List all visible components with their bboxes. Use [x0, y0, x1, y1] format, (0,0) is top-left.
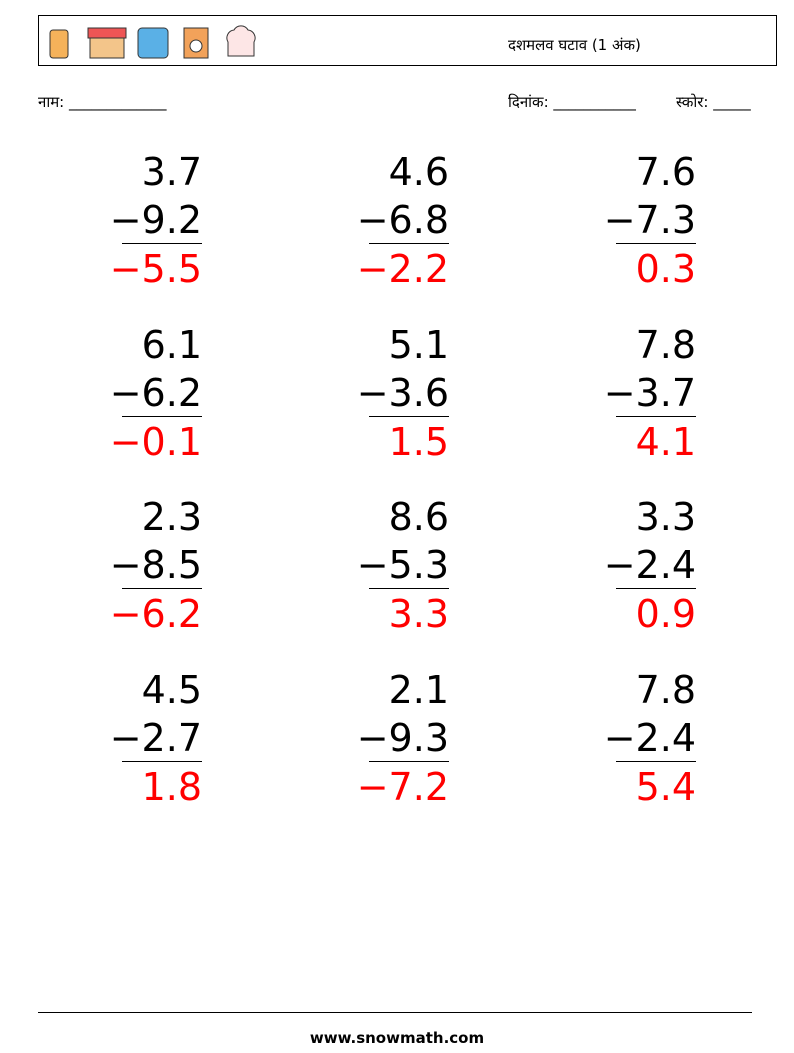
answer-rule: [122, 415, 202, 417]
answer-rule: [369, 760, 449, 762]
name-field: नाम: _____________: [38, 93, 167, 111]
subtrahend: −8.5: [109, 543, 202, 587]
subtrahend: −2.7: [109, 715, 202, 760]
answer-rule: [616, 588, 696, 589]
subtrahend: −2.4: [603, 543, 696, 587]
date-field: दिनांक: ___________: [508, 93, 636, 111]
subtrahend: −9.3: [356, 715, 449, 760]
answer: 4.1: [635, 419, 696, 464]
minuend: 3.7: [141, 150, 202, 194]
subtrahend: −7.3: [603, 198, 696, 242]
score-field: स्कोर: _____: [676, 93, 751, 111]
answer: −6.2: [109, 592, 202, 636]
answer-rule: [616, 760, 696, 762]
minuend: 8.6: [388, 495, 449, 539]
answer-rule: [369, 415, 449, 417]
subtrahend: −3.6: [356, 370, 449, 415]
answer-rule: [122, 760, 202, 762]
subtrahend: −6.8: [356, 198, 449, 242]
subtrahend: −2.4: [603, 715, 696, 760]
minuend: 2.3: [141, 495, 202, 539]
minuend: 4.5: [141, 667, 202, 712]
minuend: 2.1: [388, 667, 449, 712]
icon: [226, 25, 256, 57]
answer-rule: [122, 243, 202, 244]
header-icons: [49, 25, 256, 59]
footer-line: [38, 1012, 752, 1013]
answer: 5.4: [635, 764, 696, 809]
answer-rule: [616, 415, 696, 417]
answer: −5.5: [109, 247, 202, 291]
icon: [189, 39, 203, 53]
minuend: 7.8: [635, 322, 696, 367]
minuend: 6.1: [141, 322, 202, 367]
subtrahend: −6.2: [109, 370, 202, 415]
answer-rule: [616, 243, 696, 244]
minuend: 3.3: [635, 495, 696, 539]
subtrahend: −3.7: [603, 370, 696, 415]
icon: [137, 27, 169, 59]
answer: 1.8: [141, 764, 202, 809]
minuend: 7.6: [635, 150, 696, 194]
icon: [87, 27, 127, 39]
answer: 1.5: [388, 419, 449, 464]
answer: 0.3: [635, 247, 696, 291]
footer-site: www.snowmath.com: [309, 1029, 485, 1047]
answer-rule: [369, 588, 449, 589]
minuend: 5.1: [388, 322, 449, 367]
answer: −2.2: [356, 247, 449, 291]
header-box: [38, 15, 777, 66]
minuend: 7.8: [635, 667, 696, 712]
answer-rule: [122, 588, 202, 589]
minuend: 4.6: [388, 150, 449, 194]
subtrahend: −5.3: [356, 543, 449, 587]
answer: −0.1: [109, 419, 202, 464]
answer: 0.9: [635, 592, 696, 636]
answer-rule: [369, 243, 449, 244]
answer: −7.2: [356, 764, 449, 809]
icon: [49, 29, 69, 59]
answer: 3.3: [388, 592, 449, 636]
title: दशमलव घटाव (1 अंक): [508, 36, 641, 54]
subtrahend: −9.2: [109, 198, 202, 242]
